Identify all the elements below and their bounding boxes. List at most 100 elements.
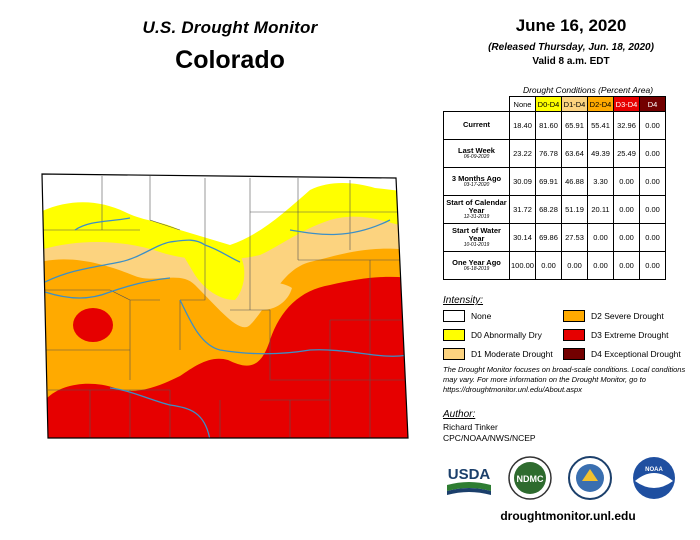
legend-swatch xyxy=(563,329,585,341)
legend-item: D4 Exceptional Drought xyxy=(563,348,693,360)
release-date: (Released Thursday, Jun. 18, 2020) xyxy=(488,42,654,53)
county-lines xyxy=(42,176,408,438)
legend-swatch xyxy=(563,310,585,322)
table-cell: 0.00 xyxy=(639,195,666,224)
table-row: Current 18.40 81.60 65.91 55.41 32.96 0.00 xyxy=(443,111,666,140)
table-row: Start of Calendar Year 12-31-2019 31.72 68.… xyxy=(443,195,666,224)
logos: USDA NDMC NOAA xyxy=(443,455,698,501)
legend-item: None xyxy=(443,310,563,322)
map-date: June 16, 2020 xyxy=(515,16,627,35)
state-outline xyxy=(41,173,409,439)
table-row: 3 Months Ago 03-17-2020 30.09 69.91 46.88 3.3… xyxy=(443,167,666,196)
website-link[interactable]: droughtmonitor.unl.edu xyxy=(500,509,636,523)
table-cell: 76.78 xyxy=(535,139,562,168)
legend-swatch xyxy=(443,310,465,322)
legend-swatch xyxy=(443,348,465,360)
legend-item: D0 Abnormally Dry xyxy=(443,329,563,341)
disclaimer-note: The Drought Monitor focuses on broad-sca… xyxy=(443,365,686,394)
row-label: Last Week 06-09-2020 xyxy=(443,139,510,168)
table-cell: 63.64 xyxy=(561,139,588,168)
legend-item: D2 Severe Drought xyxy=(563,310,693,322)
d3-area xyxy=(42,276,408,438)
row-date: 06-18-2019 xyxy=(463,265,490,272)
ndmc-logo-icon: NDMC xyxy=(508,456,552,500)
valid-time: Valid 8 a.m. EDT xyxy=(532,56,610,67)
d1-front-range xyxy=(244,282,292,310)
table-cell: 18.40 xyxy=(509,111,536,140)
row-label-text: Current xyxy=(462,120,491,130)
legend-item: D3 Extreme Drought xyxy=(563,329,693,341)
legend-grid: None D2 Severe Drought D0 Abnormally Dry D3… xyxy=(443,310,693,360)
col-d2-d4: D2-D4 xyxy=(587,96,614,112)
legend-label: D0 Abnormally Dry xyxy=(471,330,542,340)
row-label-text: Start of Calendar Year xyxy=(446,197,507,215)
doc-seal-icon xyxy=(568,456,612,500)
row-label: Current xyxy=(443,111,510,140)
d3-pocket-west xyxy=(73,308,113,342)
table-cell: 0.00 xyxy=(613,167,640,196)
table-cell: 69.86 xyxy=(535,223,562,252)
table-cell: 65.91 xyxy=(561,111,588,140)
table-cell: 27.53 xyxy=(561,223,588,252)
table-cell: 3.30 xyxy=(587,167,614,196)
legend-item: D1 Moderate Drought xyxy=(443,348,563,360)
table-cell: 0.00 xyxy=(613,251,640,280)
row-date: 10-01-2019 xyxy=(463,242,490,248)
table-cell: 32.96 xyxy=(613,111,640,140)
col-d3-d4: D3-D4 xyxy=(613,96,640,112)
table-caption: Drought Conditions (Percent Area) xyxy=(522,85,654,95)
table-cell: 68.28 xyxy=(535,195,562,224)
legend-label: D1 Moderate Drought xyxy=(471,349,553,359)
title-block: U.S. Drought Monitor Colorado xyxy=(80,18,380,75)
row-label-text: One Year Ago xyxy=(452,257,501,267)
legend-label: D3 Extreme Drought xyxy=(591,330,669,340)
noaa-logo-icon: NOAA xyxy=(633,457,675,499)
table-cell: 0.00 xyxy=(639,139,666,168)
drought-conditions-table: None D0-D4 D1-D4 D2-D4 D3-D4 D4 Current 1… xyxy=(443,96,666,280)
table-cell: 81.60 xyxy=(535,111,562,140)
legend-label: None xyxy=(471,311,492,321)
table-cell: 30.14 xyxy=(509,223,536,252)
row-label: Start of Calendar Year 12-31-2019 xyxy=(443,195,510,224)
table-cell: 0.00 xyxy=(587,251,614,280)
row-label: 3 Months Ago 03-17-2020 xyxy=(443,167,510,196)
rivers xyxy=(44,217,408,438)
legend-swatch xyxy=(563,348,585,360)
table-cell: 69.91 xyxy=(535,167,562,196)
table-cell: 20.11 xyxy=(587,195,614,224)
table-cell: 25.49 xyxy=(613,139,640,168)
state-name: Colorado xyxy=(175,46,285,74)
table-cell: 51.19 xyxy=(561,195,588,224)
colorado-map-svg xyxy=(41,173,409,439)
date-block: June 16, 2020 (Released Thursday, Jun. 1… xyxy=(446,16,696,67)
table-row: Last Week 06-09-2020 23.22 76.78 63.64 49.39 2… xyxy=(443,139,666,168)
map-title: U.S. Drought Monitor xyxy=(142,18,318,37)
legend-label: D2 Severe Drought xyxy=(591,311,664,321)
row-date: 03-17-2020 xyxy=(463,181,490,188)
table-cell: 46.88 xyxy=(561,167,588,196)
svg-text:NOAA: NOAA xyxy=(645,467,663,473)
table-row: Start of Water Year 10-01-2019 30.14 69.86 2… xyxy=(443,223,666,252)
author-name: Richard Tinker xyxy=(443,421,498,432)
svg-text:NDMC: NDMC xyxy=(517,474,544,484)
row-label: Start of Water Year 10-01-2019 xyxy=(443,223,510,252)
table-cell: 0.00 xyxy=(639,167,666,196)
row-date: 12-31-2019 xyxy=(463,214,490,220)
table-cell: 0.00 xyxy=(613,195,640,224)
table-cell: 0.00 xyxy=(639,223,666,252)
legend-label: D4 Exceptional Drought xyxy=(591,349,681,359)
col-d0-d4: D0-D4 xyxy=(535,96,562,112)
table-cell: 31.72 xyxy=(509,195,536,224)
col-d4: D4 xyxy=(639,96,666,112)
table-cell: 55.41 xyxy=(587,111,614,140)
table-cell: 23.22 xyxy=(509,139,536,168)
svg-text:USDA: USDA xyxy=(448,466,491,483)
table-header-row: None D0-D4 D1-D4 D2-D4 D3-D4 D4 xyxy=(444,96,666,112)
author-block: Author: Richard Tinker CPC/NOAA/NWS/NCEP xyxy=(443,408,693,444)
usda-logo-icon: USDA xyxy=(447,466,491,495)
row-label-text: 3 Months Ago xyxy=(451,173,502,183)
table-cell: 0.00 xyxy=(535,251,562,280)
table-cell: 0.00 xyxy=(639,111,666,140)
d0-front-range xyxy=(180,243,245,300)
legend: Intensity: None D2 Severe Drought D0 Abnor… xyxy=(443,295,693,360)
